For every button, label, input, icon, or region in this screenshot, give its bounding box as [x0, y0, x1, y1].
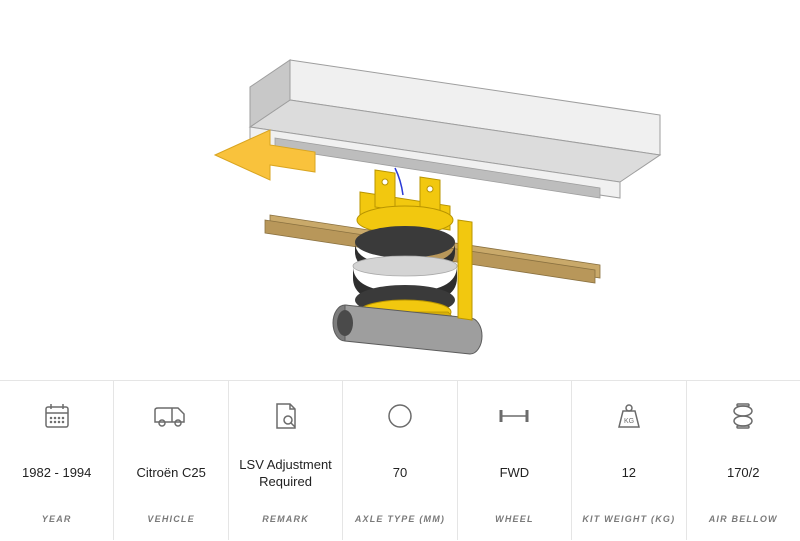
spec-wheel-value: FWD	[494, 465, 536, 482]
spec-year-value: 1982 - 1994	[16, 465, 97, 482]
bellow-icon	[731, 399, 755, 433]
doc-search-icon	[272, 399, 300, 433]
spec-year: 1982 - 1994 YEAR	[0, 381, 114, 540]
circle-icon	[386, 399, 414, 433]
calendar-icon	[42, 399, 72, 433]
spec-air-bellow-value: 170/2	[721, 465, 766, 482]
spec-vehicle-value: Citroën C25	[130, 465, 211, 482]
spec-remark-value: LSV Adjustment Required	[233, 457, 338, 491]
spec-wheel-label: WHEEL	[495, 514, 534, 524]
van-icon	[152, 399, 190, 433]
axle-icon	[497, 399, 531, 433]
spec-wheel: FWD WHEEL	[458, 381, 572, 540]
spec-axle-type-label: AXLE TYPE (MM)	[355, 514, 445, 524]
spec-year-label: YEAR	[42, 514, 72, 524]
chassis-rail	[250, 60, 660, 198]
weight-icon: KG	[615, 399, 643, 433]
spec-kit-weight-value: 12	[616, 465, 642, 482]
spec-strip: 1982 - 1994 YEAR Citroën C25 VEHICLE LSV…	[0, 380, 800, 540]
spec-axle-type: 70 AXLE TYPE (MM)	[343, 381, 457, 540]
spec-air-bellow: 170/2 AIR BELLOW	[687, 381, 800, 540]
spec-kit-weight: KG 12 KIT WEIGHT (KG)	[572, 381, 686, 540]
spec-air-bellow-label: AIR BELLOW	[709, 514, 778, 524]
side-bracket	[458, 220, 472, 320]
spec-remark: LSV Adjustment Required REMARK	[229, 381, 343, 540]
svg-text:KG: KG	[624, 418, 634, 425]
spec-vehicle-label: VEHICLE	[147, 514, 194, 524]
spec-vehicle: Citroën C25 VEHICLE	[114, 381, 228, 540]
spec-kit-weight-label: KIT WEIGHT (KG)	[582, 514, 675, 524]
air-line	[395, 168, 403, 195]
air-suspension-diagram	[120, 20, 680, 360]
spec-remark-label: REMARK	[262, 514, 309, 524]
top-bracket	[357, 170, 453, 234]
product-diagram	[0, 0, 800, 380]
spec-axle-type-value: 70	[387, 465, 413, 482]
